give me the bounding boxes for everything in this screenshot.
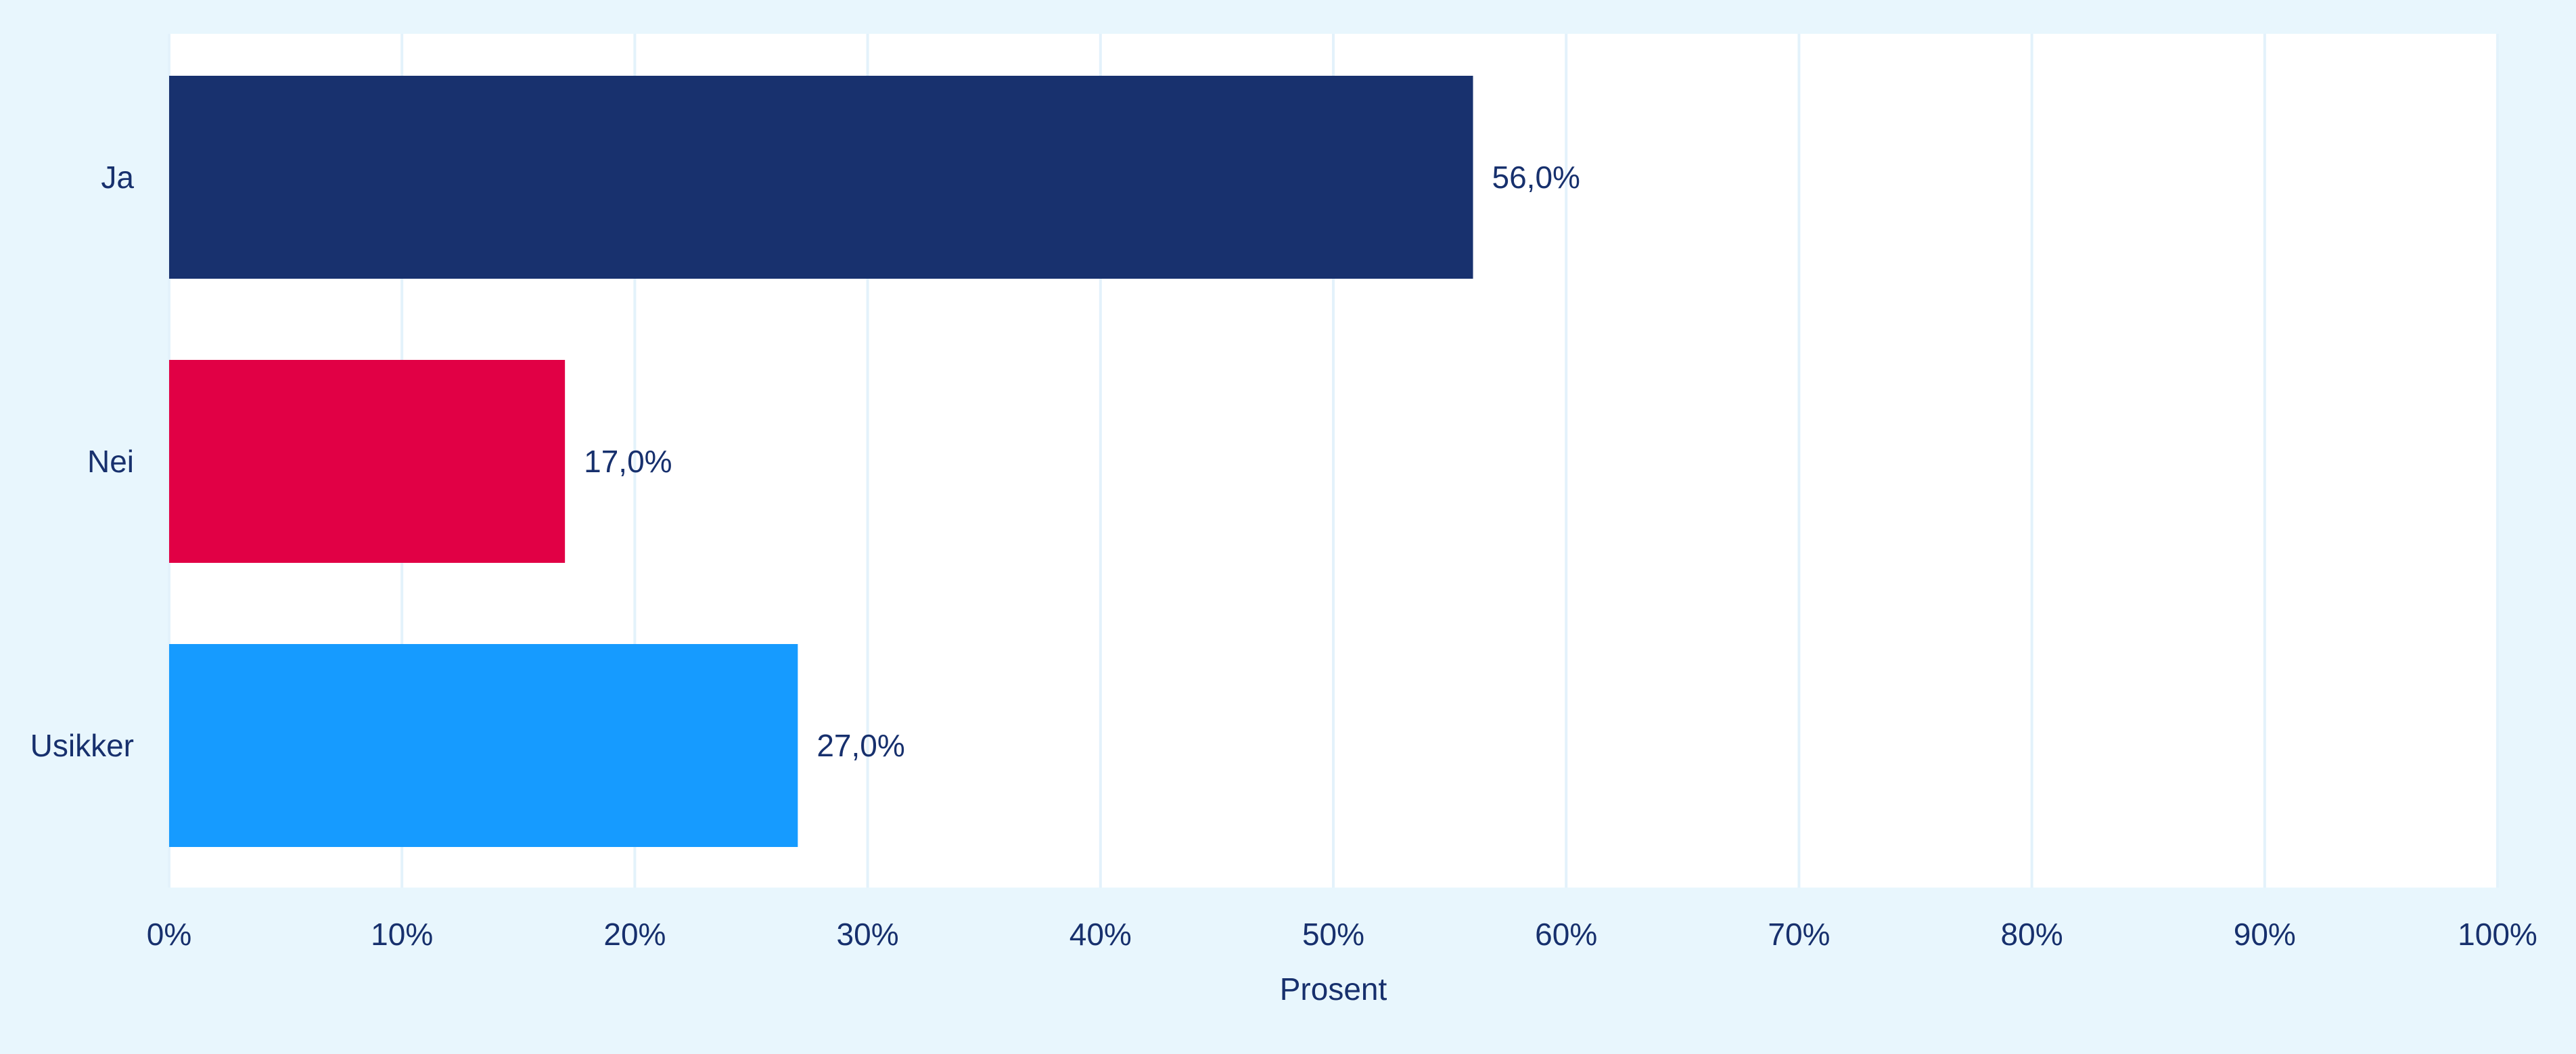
x-tick-label: 60%: [1535, 917, 1597, 952]
data-label-usikker: 27,0%: [816, 728, 904, 763]
category-label-ja: Ja: [101, 160, 134, 195]
x-tick-label: 70%: [1768, 917, 1830, 952]
x-tick-label: 50%: [1302, 917, 1364, 952]
data-labels: 56,0% 17,0% 27,0%: [584, 160, 1580, 763]
x-tick-label: 40%: [1070, 917, 1132, 952]
x-tick-label: 10%: [371, 917, 433, 952]
x-tick-label: 0%: [147, 917, 191, 952]
category-label-usikker: Usikker: [30, 728, 134, 763]
bar-ja: [169, 76, 1473, 279]
x-tick-label: 90%: [2234, 917, 2296, 952]
x-tick-labels: 0% 10% 20% 30% 40% 50% 60% 70% 80% 90% 100%: [147, 917, 2537, 952]
bar-usikker: [169, 644, 798, 847]
category-label-nei: Nei: [87, 444, 134, 479]
data-label-ja: 56,0%: [1492, 160, 1580, 195]
x-tick-label: 100%: [2458, 917, 2537, 952]
bars: [169, 76, 1473, 847]
bar-nei: [169, 360, 566, 563]
data-label-nei: 17,0%: [584, 444, 672, 479]
x-tick-label: 30%: [837, 917, 899, 952]
category-labels: Ja Nei Usikker: [30, 160, 135, 763]
x-tick-label: 20%: [603, 917, 666, 952]
x-axis-title: Prosent: [1280, 971, 1387, 1007]
x-tick-label: 80%: [2001, 917, 2063, 952]
